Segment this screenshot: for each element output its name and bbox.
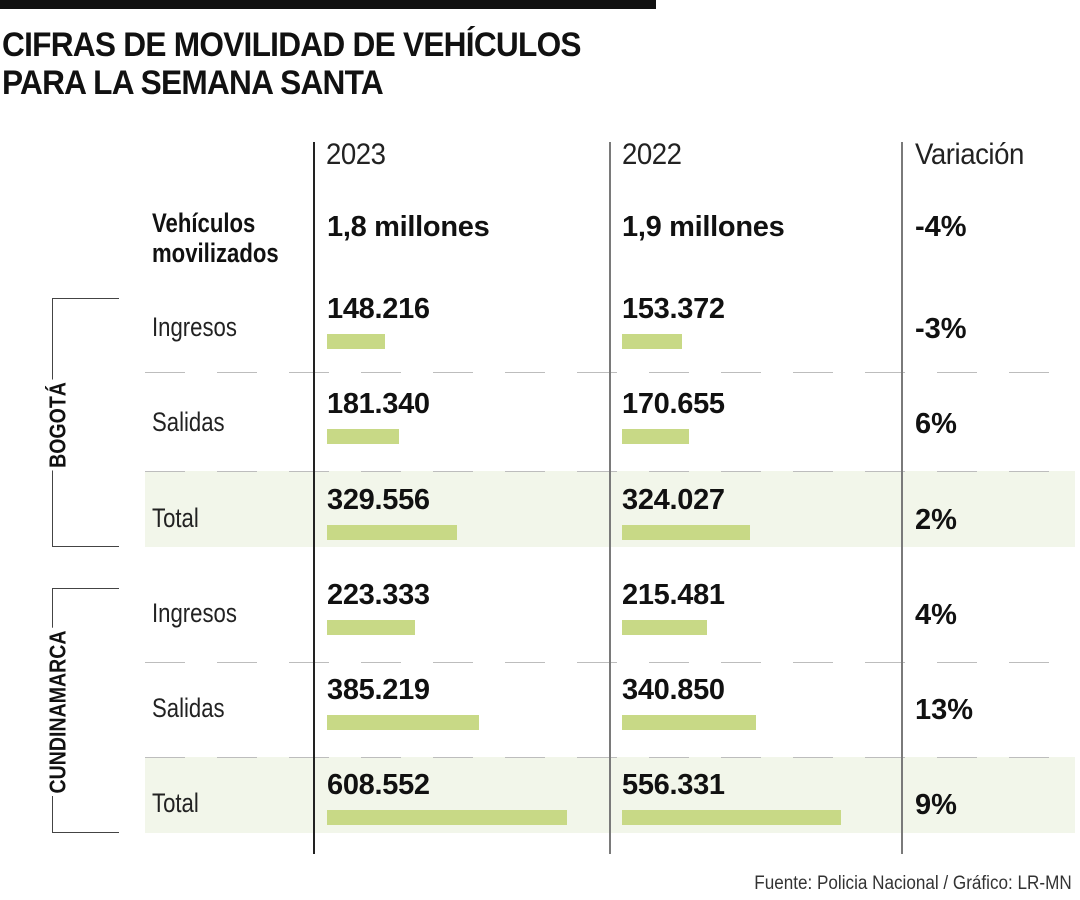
bogota-ingresos-variation: -3% [915,313,967,345]
summary-variation: -4% [915,211,967,243]
summary-2022-value: 1,9 millones [622,211,785,243]
cundinamarca-salidas-v2023-bar [327,715,479,730]
title-line-2: PARA LA SEMANA SANTA [2,64,384,102]
column-rule-2023 [313,142,315,854]
bogota-ingresos-v2022-value: 153.372 [622,293,725,325]
title-line-1: CIFRAS DE MOVILIDAD DE VEHÍCULOS [2,26,582,64]
bogota-salidas-v2022-value: 170.655 [622,388,725,420]
bogota-total-v2023-value: 329.556 [327,484,430,516]
column-header-2022: 2022 [622,138,682,171]
cundinamarca-salidas-v2022-value: 340.850 [622,674,725,706]
top-rule [0,0,656,9]
bogota-salidas-v2022-bar [622,429,689,444]
cundinamarca-salidas-label: Salidas [152,693,225,723]
cundinamarca-total-label: Total [152,788,199,818]
bogota-total-v2022-value: 324.027 [622,484,725,516]
summary-2023-value: 1,8 millones [327,211,490,243]
bogota-salidas-variation: 6% [915,408,957,440]
cundinamarca-ingresos-variation: 4% [915,599,957,631]
summary-label-line-1: Vehículos [152,208,256,238]
column-header-2023: 2023 [326,138,386,171]
bogota-salidas-label: Salidas [152,407,225,437]
group-label-bogota: BOGOTÁ [44,379,72,471]
row-divider [145,757,1050,758]
cundinamarca-salidas-v2022-bar [622,715,756,730]
cundinamarca-ingresos-v2023-value: 223.333 [327,579,430,611]
source-credit: Fuente: Policia Nacional / Gráfico: LR-M… [754,873,1072,894]
cundinamarca-total-variation: 9% [915,789,957,821]
row-divider [145,471,1050,472]
bogota-salidas-v2023-bar [327,429,399,444]
bogota-salidas-v2023-value: 181.340 [327,388,430,420]
cundinamarca-total-v2022-bar [622,810,841,825]
bogota-ingresos-label: Ingresos [152,312,237,342]
bogota-total-variation: 2% [915,504,957,536]
cundinamarca-ingresos-label: Ingresos [152,598,237,628]
bogota-ingresos-v2023-value: 148.216 [327,293,430,325]
bogota-total-v2022-bar [622,525,750,540]
cundinamarca-total-v2023-value: 608.552 [327,769,430,801]
cundinamarca-ingresos-v2022-value: 215.481 [622,579,725,611]
cundinamarca-ingresos-v2023-bar [327,620,415,635]
group-label-cundinamarca: CUNDINAMARCA [44,627,72,797]
cundinamarca-total-v2022-value: 556.331 [622,769,725,801]
bogota-total-v2023-bar [327,525,457,540]
cundinamarca-salidas-variation: 13% [915,694,974,726]
bogota-ingresos-v2023-bar [327,334,385,349]
cundinamarca-ingresos-v2022-bar [622,620,707,635]
column-rule-2022 [609,142,611,854]
summary-label: Vehículos movilizados [152,208,279,268]
summary-label-line-2: movilizados [152,238,279,268]
cundinamarca-total-v2023-bar [327,810,567,825]
bogota-total-label: Total [152,503,199,533]
column-header-variacion: Variación [915,138,1024,171]
row-divider [145,662,1050,663]
column-rule-variacion [901,142,903,854]
bogota-ingresos-v2022-bar [622,334,682,349]
cundinamarca-salidas-v2023-value: 385.219 [327,674,430,706]
row-divider [145,372,1050,373]
chart-title: CIFRAS DE MOVILIDAD DE VEHÍCULOS PARA LA… [2,26,653,102]
